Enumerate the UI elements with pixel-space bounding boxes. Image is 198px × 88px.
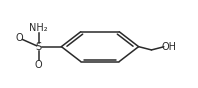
Text: OH: OH — [161, 42, 176, 52]
Text: O: O — [35, 60, 42, 70]
Text: S: S — [36, 42, 42, 52]
Text: NH₂: NH₂ — [29, 23, 48, 33]
Text: O: O — [16, 33, 24, 43]
